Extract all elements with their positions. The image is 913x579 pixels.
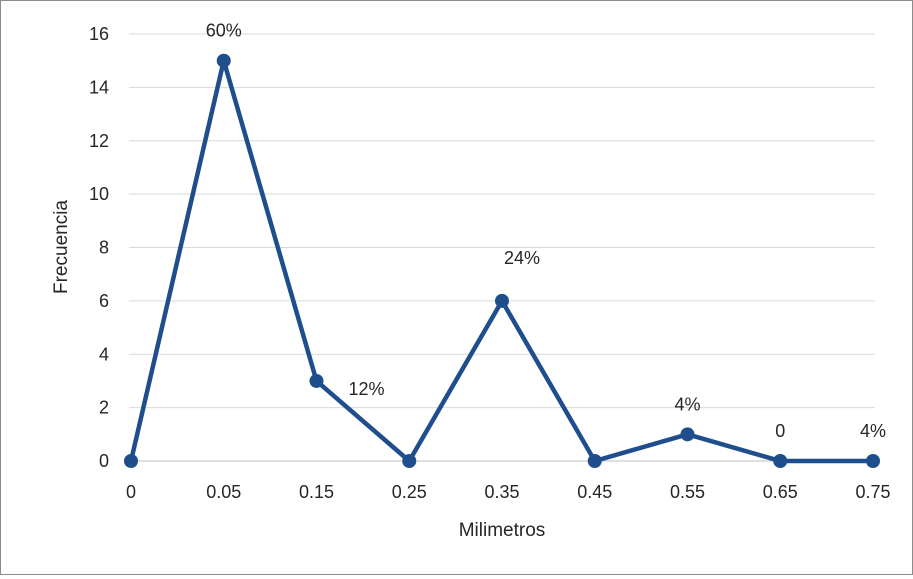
data-point	[402, 454, 417, 468]
data-point	[773, 454, 788, 468]
data-label: 60%	[206, 21, 242, 41]
data-point	[216, 53, 231, 68]
y-tick-label: 2	[99, 398, 109, 418]
x-tick-label: 0.55	[670, 482, 705, 502]
data-point	[309, 373, 324, 388]
y-tick-label: 6	[99, 291, 109, 311]
data-labels: 60% 12% 24% 4% 0 4%	[206, 21, 886, 441]
y-tick-label: 8	[99, 238, 109, 258]
data-point	[587, 454, 602, 468]
y-axis-title: Frecuencia	[51, 200, 72, 294]
x-axis-ticks: 0 0.05 0.15 0.25 0.35 0.45 0.55 0.65 0.75	[126, 482, 891, 502]
data-label: 0	[775, 421, 785, 441]
y-tick-label: 14	[89, 77, 109, 97]
x-axis-title: Milimetros	[459, 520, 546, 541]
x-tick-label: 0.45	[577, 482, 612, 502]
x-tick-label: 0.25	[392, 482, 427, 502]
data-label: 12%	[349, 379, 385, 399]
data-label: 4%	[674, 394, 700, 414]
y-tick-label: 4	[99, 344, 109, 364]
y-tick-label: 16	[89, 24, 109, 44]
data-point	[680, 427, 695, 442]
data-point	[495, 293, 509, 308]
x-tick-label: 0	[126, 482, 136, 502]
data-label: 4%	[860, 421, 886, 441]
y-tick-label: 0	[99, 451, 109, 471]
y-axis-ticks: 0 2 4 6 8 10 12 14 16	[89, 24, 109, 471]
y-tick-label: 12	[89, 131, 109, 151]
x-tick-label: 0.15	[299, 482, 334, 502]
x-tick-label: 0.35	[484, 482, 519, 502]
x-tick-label: 0.75	[855, 482, 890, 502]
x-tick-label: 0.05	[206, 482, 241, 502]
series-line	[128, 58, 876, 464]
series-group	[124, 53, 880, 468]
x-tick-label: 0.65	[763, 482, 798, 502]
gridlines	[129, 33, 875, 462]
data-point	[124, 454, 138, 468]
data-label: 24%	[504, 248, 540, 268]
data-point	[866, 454, 880, 468]
y-tick-label: 10	[89, 184, 109, 204]
